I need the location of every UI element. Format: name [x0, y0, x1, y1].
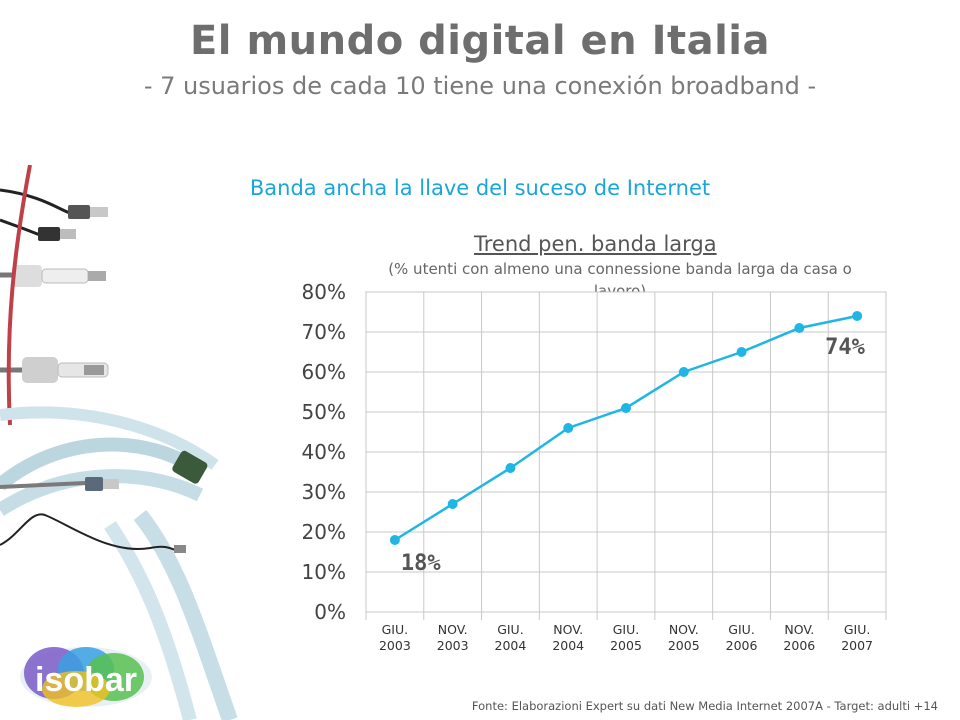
chart-title: Trend pen. banda larga	[474, 232, 717, 256]
x-tick-label: GIU.	[613, 622, 640, 637]
x-tick-label: NOV.	[784, 622, 814, 637]
data-point	[505, 463, 516, 473]
x-tick-label: 2004	[552, 638, 584, 653]
data-point	[389, 535, 400, 545]
y-tick-label: 60%	[302, 360, 346, 384]
x-tick-label: GIU.	[382, 622, 409, 637]
x-tick-label: 2006	[783, 638, 815, 653]
x-tick-label: 2005	[610, 638, 642, 653]
y-tick-label: 20%	[302, 520, 346, 544]
y-tick-label: 0%	[314, 600, 346, 624]
x-tick-label: 2003	[437, 638, 469, 653]
data-point	[852, 311, 863, 321]
data-point	[736, 347, 747, 357]
x-tick-label: 2007	[841, 638, 873, 653]
x-tick-label: 2005	[668, 638, 700, 653]
data-point	[621, 403, 631, 413]
y-tick-label: 40%	[302, 440, 346, 464]
annotation-first: 18%	[401, 551, 441, 576]
x-tick-label: 2006	[726, 638, 758, 653]
y-tick-label: 70%	[302, 320, 346, 344]
x-tick-label: GIU.	[844, 622, 871, 637]
usb-cables-image	[0, 165, 238, 720]
data-point	[447, 499, 458, 509]
x-tick-label: NOV.	[553, 622, 583, 637]
data-point	[563, 423, 574, 433]
source-note: Fonte: Elaborazioni Expert su dati New M…	[471, 699, 938, 713]
logo-text: isobar	[35, 661, 137, 699]
page-subtitle: - 7 usuarios de cada 10 tiene una conexi…	[143, 72, 817, 100]
annotation-last: 74%	[825, 335, 865, 360]
x-tick-label: GIU.	[497, 622, 524, 637]
data-point	[794, 323, 805, 333]
y-tick-label: 10%	[302, 560, 346, 584]
y-tick-label: 50%	[302, 400, 346, 424]
y-tick-label: 30%	[302, 480, 346, 504]
x-tick-label: 2003	[379, 638, 411, 653]
data-point	[678, 367, 689, 377]
isobar-logo: isobar	[20, 647, 152, 707]
x-tick-label: NOV.	[669, 622, 699, 637]
x-tick-label: NOV.	[438, 622, 468, 637]
section-heading: Banda ancha la llave del suceso de Inter…	[249, 176, 711, 200]
y-tick-label: 80%	[302, 280, 346, 304]
x-tick-label: GIU.	[728, 622, 755, 637]
x-tick-label: 2004	[495, 638, 527, 653]
page-title: El mundo digital en Italia	[189, 18, 770, 64]
